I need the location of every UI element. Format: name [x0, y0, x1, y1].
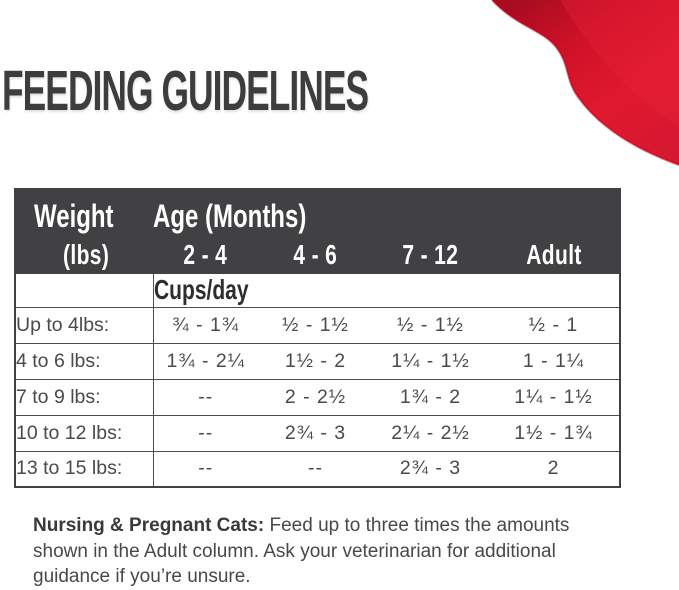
age-column-2-4: 2 - 4	[153, 236, 258, 274]
weight-cell: 13 to 15 lbs:	[15, 451, 154, 487]
age-header-label: Age (Months)	[153, 198, 307, 234]
units-row: Cups/day	[15, 274, 621, 308]
nursing-pregnant-footnote: Nursing & Pregnant Cats: Feed up to thre…	[33, 513, 665, 590]
weight-unit-cell: (lbs)	[15, 236, 153, 274]
value-cell: ½ - 1½	[373, 307, 488, 344]
units-row-empty-cell	[15, 274, 154, 308]
value-cell: 1¾ - 2¼	[153, 343, 258, 380]
value-cell: ½ - 1½	[258, 307, 373, 344]
header-row-main: Weight Age (Months)	[15, 189, 621, 236]
weight-header-label: Weight	[34, 198, 114, 234]
footnote-line1-rest: Feed up to three times the amounts	[264, 515, 570, 536]
page-title-text: FEEDING GUIDELINES	[2, 59, 369, 123]
value-cell: --	[308, 457, 323, 480]
value-cell: ¾ - 1¾	[153, 307, 258, 344]
value-cell: 1½ - 1¾	[488, 415, 621, 452]
table-row: 7 to 9 lbs: -- 2 - 2½ 1¾ - 2 1¼ - 1½	[15, 379, 621, 416]
footnote-lead: Nursing & Pregnant Cats:	[33, 515, 265, 536]
footnote-line: guidance if you’re unsure.	[33, 566, 251, 587]
weight-header-cell: Weight	[15, 189, 153, 236]
age-header-cell: Age (Months)	[153, 189, 621, 236]
value-cell: 2 - 2½	[258, 379, 373, 416]
weight-unit-label: (lbs)	[62, 239, 109, 270]
age-column-label: 4 - 6	[293, 239, 338, 270]
value-cell: 2¼ - 2½	[373, 415, 488, 452]
weight-cell: 4 to 6 lbs:	[15, 343, 154, 380]
table-row: 10 to 12 lbs: -- 2¾ - 3 2¼ - 2½ 1½ - 1¾	[15, 415, 621, 452]
value-cell: 1½ - 2	[258, 343, 373, 380]
age-column-label: 2 - 4	[183, 239, 228, 270]
value-cell: --	[198, 457, 214, 480]
value-cell: --	[153, 379, 258, 416]
value-cell: 2¾ - 3	[399, 457, 462, 480]
weight-cell: 7 to 9 lbs:	[15, 379, 154, 416]
footnote-line: shown in the Adult column. Ask your vete…	[33, 540, 556, 562]
value-cell: 2	[547, 457, 560, 480]
value-cell: 1 - 1¼	[488, 343, 621, 380]
value-cell: 1¼ - 1½	[488, 379, 621, 416]
footnote-line: Nursing & Pregnant Cats: Feed up to thre…	[33, 513, 665, 539]
units-label: Cups/day	[153, 274, 249, 306]
value-cell: --	[153, 415, 258, 452]
value-cell: 1¾ - 2	[373, 379, 488, 416]
age-column-label: 7 - 12	[402, 239, 459, 270]
value-cell: 1¼ - 1½	[373, 343, 488, 380]
units-cell: Cups/day	[153, 274, 621, 308]
age-column-label: Adult	[525, 239, 582, 270]
header-row-sub: (lbs) 2 - 4 4 - 6 7 - 12 Adult	[15, 236, 621, 274]
age-column-4-6: 4 - 6	[258, 236, 373, 274]
table-row: Up to 4lbs: ¾ - 1¾ ½ - 1½ ½ - 1½ ½ - 1	[15, 307, 621, 344]
value-cell: 2¾ - 3	[258, 415, 373, 452]
value-cell: ½ - 1	[488, 307, 621, 344]
table-row: 4 to 6 lbs: 1¾ - 2¼ 1½ - 2 1¼ - 1½ 1 - 1…	[15, 343, 621, 380]
age-column-7-12: 7 - 12	[373, 236, 488, 274]
feeding-guidelines-table: Weight Age (Months) (lbs) 2 - 4 4 - 6 7 …	[14, 188, 622, 488]
table-row: 13 to 15 lbs: -- -- 2¾ - 3 2	[15, 451, 620, 487]
weight-cell: 10 to 12 lbs:	[15, 415, 154, 452]
page-title: FEEDING GUIDELINES	[2, 63, 593, 120]
weight-cell: Up to 4lbs:	[15, 307, 154, 344]
age-column-adult: Adult	[488, 236, 621, 274]
